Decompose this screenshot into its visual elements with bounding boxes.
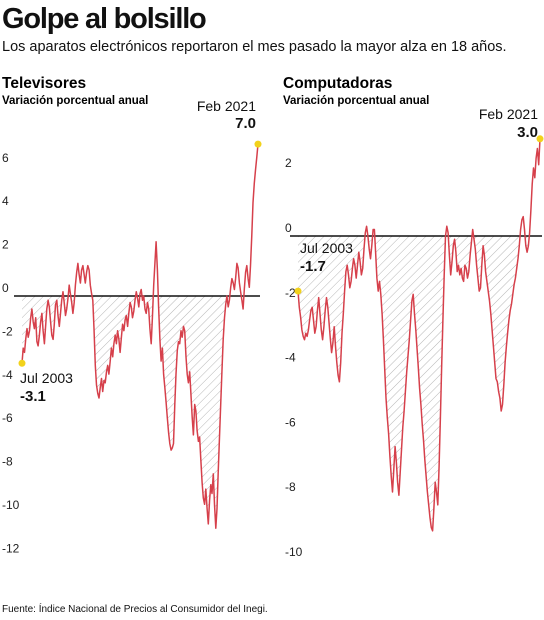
computadoras-ytick-label: 0 xyxy=(285,221,292,235)
computadoras-chart: Computadoras Variación porcentual anual … xyxy=(283,75,544,559)
computadoras-ytick-label: -2 xyxy=(285,286,296,300)
televisores-ytick-label: -6 xyxy=(2,411,13,425)
televisores-ytick-label: -10 xyxy=(2,498,20,512)
computadoras-ytick-label: 2 xyxy=(285,156,292,170)
televisores-end-date: Feb 2021 xyxy=(197,98,256,114)
televisores-start-date: Jul 2003 xyxy=(20,370,73,386)
page-title: Golpe al bolsillo xyxy=(2,3,207,35)
computadoras-end-date: Feb 2021 xyxy=(479,106,538,122)
televisores-ytick-label: 2 xyxy=(2,238,9,252)
computadoras-end-value: 3.0 xyxy=(517,124,538,141)
televisores-ytick-label: -2 xyxy=(2,324,13,338)
televisores-ytick-label: -4 xyxy=(2,368,13,382)
televisores-chart: Televisores Variación porcentual anual 6… xyxy=(2,75,262,555)
televisores-ytick-label: 4 xyxy=(2,194,9,208)
computadoras-subtitle: Variación porcentual anual xyxy=(283,95,429,107)
computadoras-title: Computadoras xyxy=(283,75,392,92)
televisores-start-marker xyxy=(18,359,26,367)
televisores-ytick-label: 6 xyxy=(2,151,9,165)
televisores-shaded-area xyxy=(22,296,258,529)
computadoras-ytick-label: -8 xyxy=(285,480,296,494)
televisores-ytick-label: 0 xyxy=(2,281,9,295)
televisores-start-value: -3.1 xyxy=(20,388,46,405)
televisores-ytick-label: -8 xyxy=(2,455,13,469)
televisores-title: Televisores xyxy=(2,75,86,92)
televisores-end-marker xyxy=(254,140,262,148)
computadoras-ytick-label: -6 xyxy=(285,415,296,429)
computadoras-ytick-label: -4 xyxy=(285,351,296,365)
televisores-end-value: 7.0 xyxy=(235,115,256,132)
computadoras-series-line xyxy=(297,138,541,532)
televisores-subtitle: Variación porcentual anual xyxy=(2,95,148,107)
page-subtitle: Los aparatos electrónicos reportaron el … xyxy=(2,39,507,55)
computadoras-start-marker xyxy=(294,287,302,295)
computadoras-start-date: Jul 2003 xyxy=(300,240,353,256)
computadoras-shaded-area xyxy=(298,236,540,531)
computadoras-ytick-label: -10 xyxy=(285,545,303,559)
computadoras-end-marker xyxy=(536,135,544,143)
televisores-ytick-label: -12 xyxy=(2,541,20,555)
charts-canvas: Televisores Variación porcentual anual 6… xyxy=(2,75,544,559)
source-note: Fuente: Índice Nacional de Precios al Co… xyxy=(2,604,268,615)
televisores-series-line xyxy=(21,144,259,529)
computadoras-start-value: -1.7 xyxy=(300,258,326,275)
